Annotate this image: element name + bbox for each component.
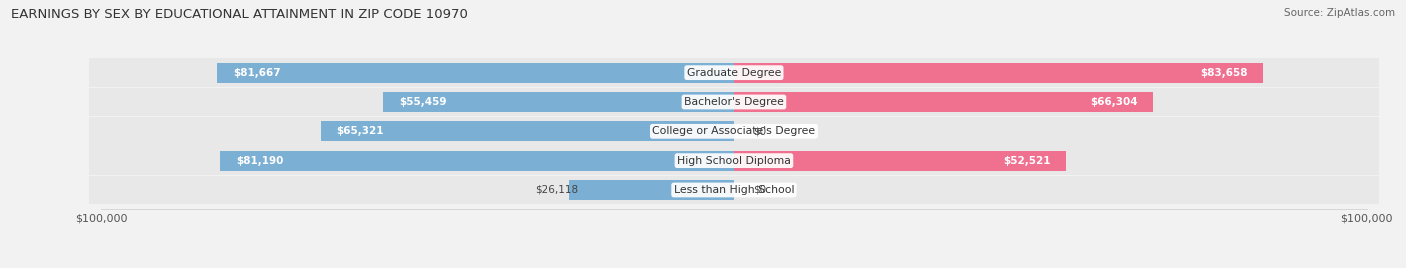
Text: EARNINGS BY SEX BY EDUCATIONAL ATTAINMENT IN ZIP CODE 10970: EARNINGS BY SEX BY EDUCATIONAL ATTAINMEN… — [11, 8, 468, 21]
Text: $26,118: $26,118 — [536, 185, 578, 195]
Text: Graduate Degree: Graduate Degree — [686, 68, 782, 78]
Text: $0: $0 — [754, 185, 766, 195]
Bar — [734, 151, 1066, 171]
Text: $65,321: $65,321 — [336, 126, 384, 136]
Bar — [89, 176, 1379, 204]
Text: College or Associate's Degree: College or Associate's Degree — [652, 126, 815, 136]
Bar — [89, 117, 1379, 146]
Bar — [89, 88, 1379, 116]
Text: $66,304: $66,304 — [1090, 97, 1137, 107]
Text: $55,459: $55,459 — [399, 97, 446, 107]
Bar — [734, 63, 1263, 83]
Bar — [217, 63, 734, 83]
Text: $81,667: $81,667 — [233, 68, 281, 78]
Bar — [382, 92, 734, 112]
Bar — [568, 180, 734, 200]
Bar — [321, 121, 734, 141]
Text: $0: $0 — [754, 126, 766, 136]
Bar — [221, 151, 734, 171]
Text: $52,521: $52,521 — [1002, 156, 1050, 166]
Bar — [89, 58, 1379, 87]
Text: Bachelor's Degree: Bachelor's Degree — [683, 97, 785, 107]
Text: $81,190: $81,190 — [236, 156, 284, 166]
Bar — [89, 146, 1379, 175]
Bar — [734, 92, 1153, 112]
Text: High School Diploma: High School Diploma — [678, 156, 790, 166]
Text: $83,658: $83,658 — [1199, 68, 1247, 78]
Text: Source: ZipAtlas.com: Source: ZipAtlas.com — [1284, 8, 1395, 18]
Text: Less than High School: Less than High School — [673, 185, 794, 195]
